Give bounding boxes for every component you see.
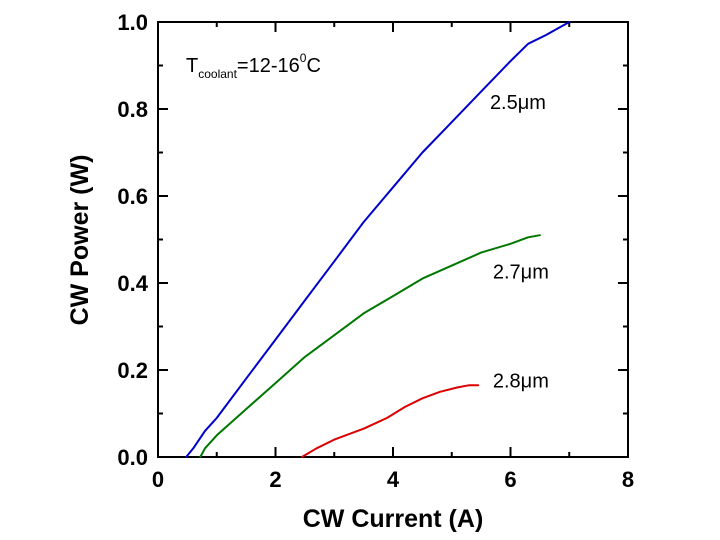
y-tick-label: 1.0 — [117, 10, 148, 35]
annotation-unit: C — [306, 55, 320, 77]
series-label: 2.7μm — [493, 262, 549, 284]
series-label: 2.5μm — [490, 92, 546, 114]
x-tick-label: 2 — [269, 467, 281, 492]
x-axis-title: CW Current (A) — [303, 505, 484, 533]
plot-frame — [157, 21, 629, 458]
y-tick-label: 0.8 — [117, 97, 148, 122]
x-tick-label: 0 — [152, 467, 164, 492]
series-line — [185, 21, 571, 458]
series-line — [300, 384, 480, 458]
y-tick-label: 0.0 — [117, 445, 148, 470]
y-tick-label: 0.6 — [117, 184, 148, 209]
series-line — [199, 234, 541, 458]
y-axis-title: CW Power (W) — [66, 155, 94, 326]
series-label: 2.8μm — [493, 370, 549, 392]
y-tick-label: 0.2 — [117, 358, 148, 383]
annotation-main: T — [186, 55, 198, 77]
x-tick-label: 4 — [387, 467, 400, 492]
annotation-subscript: coolant — [198, 67, 237, 81]
series-labels: 2.5μm 2.7μm 2.8μm — [490, 92, 549, 392]
x-tick-label: 8 — [622, 467, 634, 492]
coolant-temperature-annotation: Tcoolant=12-160C — [186, 51, 321, 81]
axis-ticks: 0 2 4 6 8 0.0 0.2 0.4 0.6 0.8 1.0 — [117, 10, 634, 492]
series-lines — [185, 21, 571, 458]
x-tick-label: 6 — [504, 467, 516, 492]
annotation-superscript: 0 — [300, 51, 307, 65]
y-tick-label: 0.4 — [117, 271, 148, 296]
annotation-value: =12-16 — [237, 55, 300, 77]
